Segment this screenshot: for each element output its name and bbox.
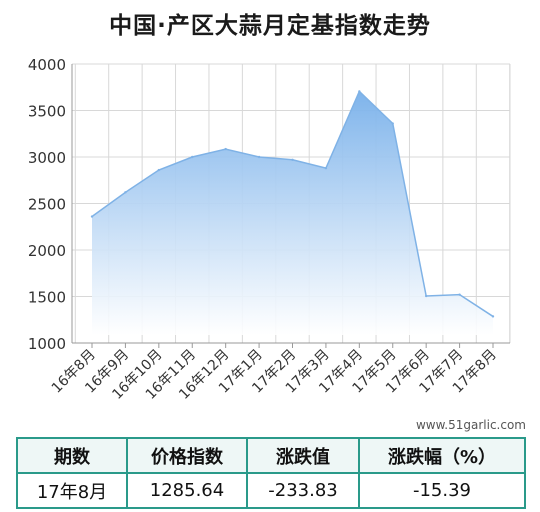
data-point <box>157 168 161 172</box>
y-tick-label: 1500 <box>28 289 66 307</box>
data-point <box>358 90 361 93</box>
watermark-text: www.51garlic.com <box>415 418 526 432</box>
table-header-index: 价格指数 <box>126 437 248 474</box>
y-tick-label: 3500 <box>28 103 66 121</box>
data-point <box>90 215 94 218</box>
data-point <box>324 166 328 170</box>
table-header-row: 期数 价格指数 涨跌值 涨跌幅（%） <box>16 437 526 474</box>
y-tick-label: 3000 <box>28 149 66 167</box>
table-header-change-pct: 涨跌幅（%） <box>358 437 526 474</box>
y-tick-labels: 1000 1500 2000 2500 3000 3500 4000 <box>28 56 66 353</box>
data-point <box>391 122 394 125</box>
data-point <box>458 293 461 296</box>
area-fill <box>92 91 493 335</box>
y-tick-label: 2500 <box>28 196 66 214</box>
data-point <box>424 294 428 298</box>
axis-layer <box>71 64 510 348</box>
data-point <box>124 191 127 194</box>
chart-title: 中国·产区大蒜月定基指数走势 <box>109 13 431 39</box>
table-row: 17年8月 1285.64 -233.83 -15.39 <box>16 472 526 509</box>
table-header-change: 涨跌值 <box>246 437 360 474</box>
data-point <box>491 315 495 318</box>
y-tick-label: 2000 <box>28 242 66 260</box>
y-tick-label: 4000 <box>28 56 66 74</box>
area-chart: 1000 1500 2000 2500 3000 3500 4000 16年8月16年9月1… <box>28 56 511 403</box>
data-point <box>257 155 261 159</box>
table-cell-period: 17年8月 <box>16 472 128 509</box>
data-point <box>291 158 294 161</box>
table-cell-change: -233.83 <box>246 472 360 509</box>
data-point <box>224 147 227 151</box>
x-tick-labels: 16年8月16年9月16年10月16年11月16年12月17年1月17年2月17… <box>49 347 500 403</box>
y-tick-label: 1000 <box>28 335 66 353</box>
table-cell-change-pct: -15.39 <box>358 472 526 509</box>
area-layer <box>90 90 495 335</box>
table-header-period: 期数 <box>16 437 128 474</box>
data-point <box>191 155 194 159</box>
summary-table: 期数 价格指数 涨跌值 涨跌幅（%） 17年8月 1285.64 -233.83… <box>16 437 526 509</box>
table-cell-index: 1285.64 <box>126 472 248 509</box>
